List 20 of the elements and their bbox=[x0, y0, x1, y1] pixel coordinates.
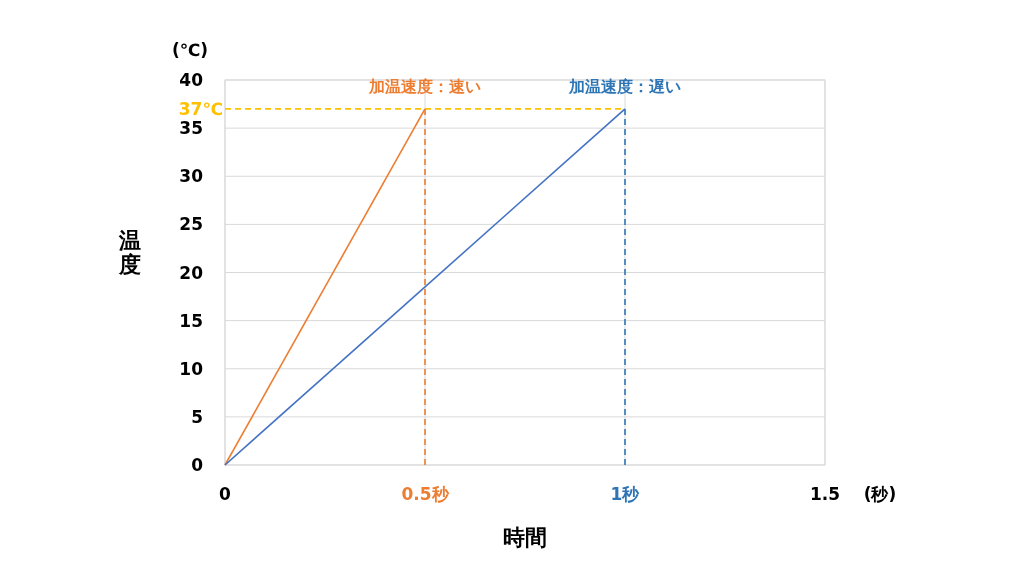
x-tick-label: 0.5秒 bbox=[401, 484, 450, 504]
x-tick-label: 0 bbox=[219, 484, 232, 504]
ref-line-label: 37℃ bbox=[178, 98, 223, 119]
y-tick-label: 40 bbox=[179, 70, 204, 90]
y-tick-label: 10 bbox=[179, 358, 204, 379]
y-tick-label: 20 bbox=[179, 262, 204, 283]
x-tick-label: 1.5 bbox=[809, 484, 841, 504]
text: (℃) bbox=[171, 40, 209, 60]
x-axis-title: 時間 bbox=[503, 525, 547, 550]
y-tick-label: 30 bbox=[179, 166, 204, 187]
y-axis-title: 温度 bbox=[118, 228, 141, 277]
y-tick-label: 5 bbox=[191, 406, 203, 427]
y-tick-label: 25 bbox=[179, 214, 203, 235]
y-tick-label: 15 bbox=[179, 310, 203, 331]
annotation: 加温速度：遅い bbox=[568, 76, 681, 96]
x-tick-label: 1秒 bbox=[610, 484, 641, 504]
annotation: 加温速度：速い bbox=[368, 76, 481, 96]
y-tick-label: 35 bbox=[179, 118, 203, 139]
y-tick-label: 0 bbox=[191, 455, 204, 475]
text: (秒) bbox=[863, 484, 897, 504]
